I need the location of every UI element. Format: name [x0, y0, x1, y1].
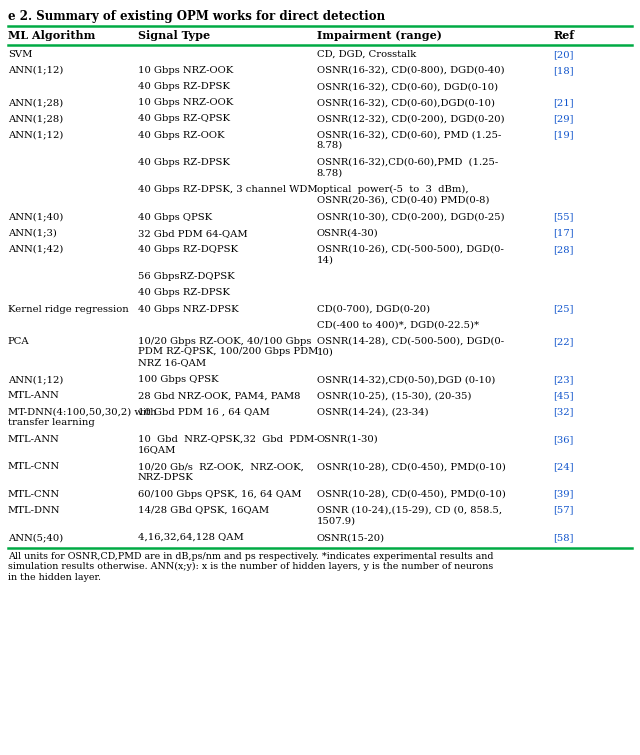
Text: OSNR(10-30), CD(0-200), DGD(0-25): OSNR(10-30), CD(0-200), DGD(0-25) — [317, 213, 504, 221]
Text: 40 Gbps RZ-OOK: 40 Gbps RZ-OOK — [138, 131, 224, 140]
Text: 32 Gbd PDM 64-QAM: 32 Gbd PDM 64-QAM — [138, 229, 247, 238]
Text: [39]: [39] — [554, 489, 574, 498]
Text: OSNR(10-28), CD(0-450), PMD(0-10): OSNR(10-28), CD(0-450), PMD(0-10) — [317, 462, 506, 471]
Text: All units for OSNR,CD,PMD are in dB,ps/nm and ps respectively. *indicates experi: All units for OSNR,CD,PMD are in dB,ps/n… — [8, 552, 493, 581]
Text: OSNR(14-32),CD(0-50),DGD (0-10): OSNR(14-32),CD(0-50),DGD (0-10) — [317, 375, 495, 384]
Text: 14/28 GBd QPSK, 16QAM: 14/28 GBd QPSK, 16QAM — [138, 506, 269, 515]
Text: 10  Gbd  NRZ-QPSK,32  Gbd  PDM-
16QAM: 10 Gbd NRZ-QPSK,32 Gbd PDM- 16QAM — [138, 435, 317, 455]
Text: [32]: [32] — [554, 408, 574, 417]
Text: [17]: [17] — [554, 229, 574, 238]
Text: 60/100 Gbps QPSK, 16, 64 QAM: 60/100 Gbps QPSK, 16, 64 QAM — [138, 489, 301, 498]
Text: [45]: [45] — [554, 392, 574, 400]
Text: OSNR(16-32), CD(0-60), PMD (1.25-
8.78): OSNR(16-32), CD(0-60), PMD (1.25- 8.78) — [317, 131, 501, 150]
Text: e 2. Summary of existing OPM works for direct detection: e 2. Summary of existing OPM works for d… — [8, 10, 385, 23]
Text: OSNR(16-32),CD(0-60),PMD  (1.25-
8.78): OSNR(16-32),CD(0-60),PMD (1.25- 8.78) — [317, 158, 498, 177]
Text: [18]: [18] — [554, 66, 574, 75]
Text: 40 Gbps RZ-QPSK: 40 Gbps RZ-QPSK — [138, 115, 230, 123]
Text: 40 Gbps RZ-DPSK, 3 channel WDM: 40 Gbps RZ-DPSK, 3 channel WDM — [138, 185, 317, 194]
Text: [24]: [24] — [554, 462, 574, 471]
Text: [36]: [36] — [554, 435, 574, 444]
Text: OSNR(15-20): OSNR(15-20) — [317, 533, 385, 542]
Text: ANN(1;42): ANN(1;42) — [8, 245, 63, 254]
Text: [29]: [29] — [554, 115, 574, 123]
Text: MTL-ANN: MTL-ANN — [8, 435, 60, 444]
Text: MT-DNN(4:100,50,30,2) with
transfer learning: MT-DNN(4:100,50,30,2) with transfer lear… — [8, 408, 156, 427]
Text: OSNR(14-28), CD(-500-500), DGD(0-
10): OSNR(14-28), CD(-500-500), DGD(0- 10) — [317, 337, 504, 356]
Text: ANN(1;12): ANN(1;12) — [8, 66, 63, 75]
Text: Kernel ridge regression: Kernel ridge regression — [8, 304, 129, 313]
Text: 40 Gbps NRZ-DPSK: 40 Gbps NRZ-DPSK — [138, 304, 238, 313]
Text: OSNR(12-32), CD(0-200), DGD(0-20): OSNR(12-32), CD(0-200), DGD(0-20) — [317, 115, 504, 123]
Text: ML Algorithm: ML Algorithm — [8, 30, 95, 41]
Text: MTL-DNN: MTL-DNN — [8, 506, 60, 515]
Text: 40 Gbps RZ-DPSK: 40 Gbps RZ-DPSK — [138, 288, 230, 297]
Text: 40 Gbps RZ-DPSK: 40 Gbps RZ-DPSK — [138, 82, 230, 91]
Text: 10/20 Gb/s  RZ-OOK,  NRZ-OOK,
NRZ-DPSK: 10/20 Gb/s RZ-OOK, NRZ-OOK, NRZ-DPSK — [138, 462, 303, 482]
Text: MTL-CNN: MTL-CNN — [8, 489, 60, 498]
Text: OSNR(1-30): OSNR(1-30) — [317, 435, 378, 444]
Text: 10 Gbps NRZ-OOK: 10 Gbps NRZ-OOK — [138, 66, 233, 75]
Text: MTL-CNN: MTL-CNN — [8, 462, 60, 471]
Text: 28 Gbd NRZ-OOK, PAM4, PAM8: 28 Gbd NRZ-OOK, PAM4, PAM8 — [138, 392, 300, 400]
Text: [20]: [20] — [554, 50, 574, 59]
Text: 10 Gbps NRZ-OOK: 10 Gbps NRZ-OOK — [138, 98, 233, 107]
Text: ANN(1;28): ANN(1;28) — [8, 98, 63, 107]
Text: Impairment (range): Impairment (range) — [317, 30, 442, 41]
Text: ANN(1;3): ANN(1;3) — [8, 229, 56, 238]
Text: [57]: [57] — [554, 506, 574, 515]
Text: PCA: PCA — [8, 337, 29, 346]
Text: optical  power(-5  to  3  dBm),
OSNR(20-36), CD(0-40) PMD(0-8): optical power(-5 to 3 dBm), OSNR(20-36),… — [317, 185, 490, 205]
Text: OSNR(10-28), CD(0-450), PMD(0-10): OSNR(10-28), CD(0-450), PMD(0-10) — [317, 489, 506, 498]
Text: CD(0-700), DGD(0-20): CD(0-700), DGD(0-20) — [317, 304, 430, 313]
Text: Ref: Ref — [554, 30, 575, 41]
Text: 56 GbpsRZ-DQPSK: 56 GbpsRZ-DQPSK — [138, 273, 234, 281]
Text: [19]: [19] — [554, 131, 574, 140]
Text: 10/20 Gbps RZ-OOK, 40/100 Gbps
PDM RZ-QPSK, 100/200 Gbps PDM
NRZ 16-QAM: 10/20 Gbps RZ-OOK, 40/100 Gbps PDM RZ-QP… — [138, 337, 318, 367]
Text: OSNR(14-24), (23-34): OSNR(14-24), (23-34) — [317, 408, 428, 417]
Text: [23]: [23] — [554, 375, 574, 384]
Text: SVM: SVM — [8, 50, 32, 59]
Text: [58]: [58] — [554, 533, 574, 542]
Text: ANN(1;28): ANN(1;28) — [8, 115, 63, 123]
Text: OSNR(10-25), (15-30), (20-35): OSNR(10-25), (15-30), (20-35) — [317, 392, 471, 400]
Text: OSNR(16-32), CD(0-800), DGD(0-40): OSNR(16-32), CD(0-800), DGD(0-40) — [317, 66, 504, 75]
Text: [22]: [22] — [554, 337, 574, 346]
Text: OSNR (10-24),(15-29), CD (0, 858.5,
1507.9): OSNR (10-24),(15-29), CD (0, 858.5, 1507… — [317, 506, 502, 525]
Text: OSNR(16-32), CD(0-60), DGD(0-10): OSNR(16-32), CD(0-60), DGD(0-10) — [317, 82, 498, 91]
Text: OSNR(16-32), CD(0-60),DGD(0-10): OSNR(16-32), CD(0-60),DGD(0-10) — [317, 98, 495, 107]
Text: [21]: [21] — [554, 98, 574, 107]
Text: 10 Gbd PDM 16 , 64 QAM: 10 Gbd PDM 16 , 64 QAM — [138, 408, 269, 417]
Text: 100 Gbps QPSK: 100 Gbps QPSK — [138, 375, 218, 384]
Text: MTL-ANN: MTL-ANN — [8, 392, 60, 400]
Text: CD(-400 to 400)*, DGD(0-22.5)*: CD(-400 to 400)*, DGD(0-22.5)* — [317, 321, 479, 330]
Text: Signal Type: Signal Type — [138, 30, 210, 41]
Text: OSNR(10-26), CD(-500-500), DGD(0-
14): OSNR(10-26), CD(-500-500), DGD(0- 14) — [317, 245, 504, 264]
Text: 40 Gbps QPSK: 40 Gbps QPSK — [138, 213, 212, 221]
Text: CD, DGD, Crosstalk: CD, DGD, Crosstalk — [317, 50, 416, 59]
Text: ANN(1;12): ANN(1;12) — [8, 375, 63, 384]
Text: 40 Gbps RZ-DQPSK: 40 Gbps RZ-DQPSK — [138, 245, 237, 254]
Text: [55]: [55] — [554, 213, 574, 221]
Text: ANN(1;12): ANN(1;12) — [8, 131, 63, 140]
Text: OSNR(4-30): OSNR(4-30) — [317, 229, 378, 238]
Text: 4,16,32,64,128 QAM: 4,16,32,64,128 QAM — [138, 533, 243, 542]
Text: ANN(1;40): ANN(1;40) — [8, 213, 63, 221]
Text: 40 Gbps RZ-DPSK: 40 Gbps RZ-DPSK — [138, 158, 230, 167]
Text: [28]: [28] — [554, 245, 574, 254]
Text: ANN(5;40): ANN(5;40) — [8, 533, 63, 542]
Text: [25]: [25] — [554, 304, 574, 313]
